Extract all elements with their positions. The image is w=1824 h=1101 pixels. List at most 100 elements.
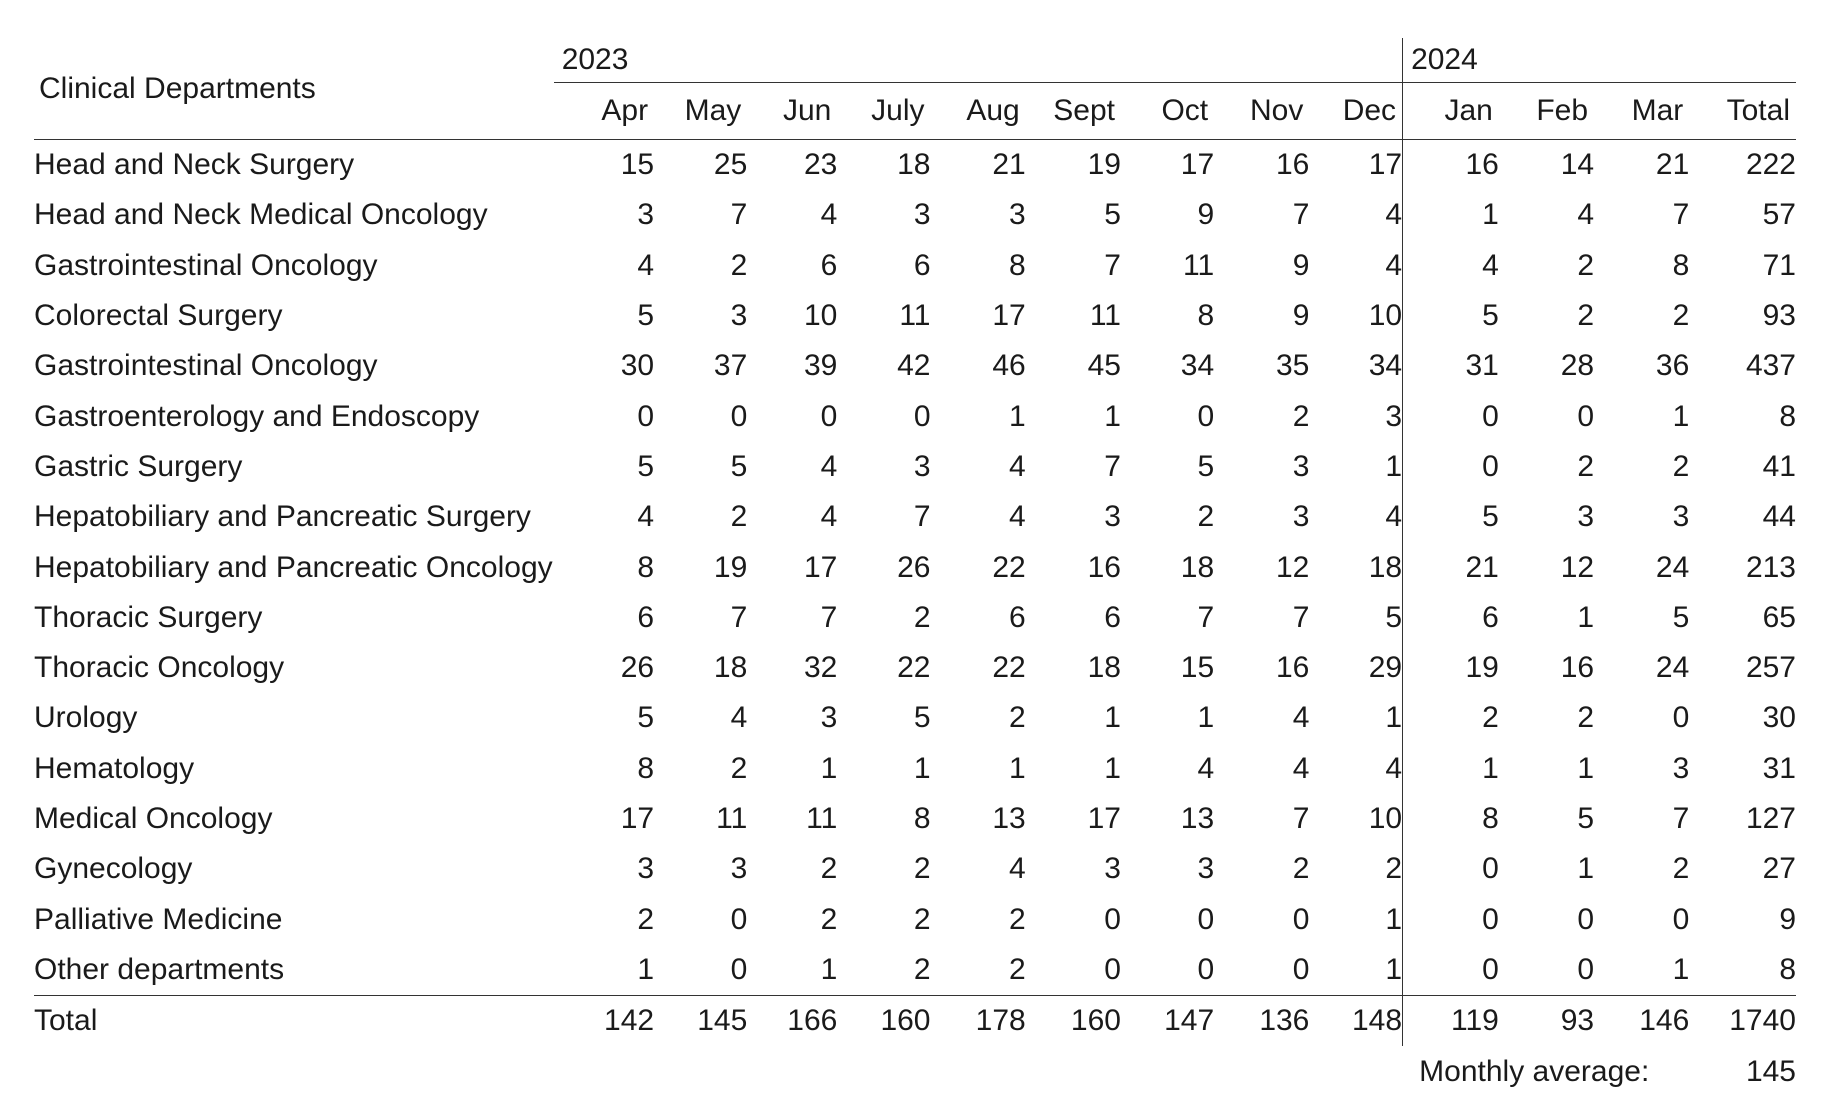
monthly-total-cell: 145	[654, 995, 748, 1047]
monthly-count-cell: 2	[1009, 701, 1026, 735]
monthly-count-cell: 18	[897, 148, 931, 182]
monthly-count-cell: 3	[1104, 500, 1121, 534]
monthly-count-cell: 2	[1577, 449, 1595, 483]
table-row: Colorectal Surgery 5 3 10 11 17 11 8 9 10 5 2 2 93	[34, 290, 1796, 342]
monthly-count-cell: 17	[992, 299, 1026, 333]
month-header: Nov	[1214, 82, 1310, 140]
monthly-count-cell: 4	[1402, 240, 1499, 291]
monthly-count-cell: 5	[1402, 290, 1499, 342]
monthly-count-cell: 1	[913, 751, 931, 785]
monthly-count-cell: 34	[1180, 349, 1215, 383]
monthly-count-cell: 5	[637, 701, 655, 735]
monthly-average-label: Monthly average:	[1419, 1055, 1650, 1089]
monthly-count-cell: 0	[1402, 844, 1499, 895]
monthly-count-cell: 3	[913, 449, 931, 483]
monthly-count-cell: 4	[1197, 751, 1215, 785]
table-row: Urology 5 4 3 5 2 1 1 4 1 2 2 0 30	[34, 693, 1796, 744]
monthly-count-cell: 5	[637, 299, 655, 333]
monthly-count-cell: 18	[1087, 651, 1121, 685]
table-header: Clinical Departments 2023 2024 Apr May Jun…	[34, 38, 1796, 140]
month-header: Jan	[1402, 82, 1499, 140]
monthly-count-cell: 4	[820, 500, 838, 534]
department-name: Palliative Medicine	[34, 902, 283, 936]
monthly-count-cell: 4	[1385, 751, 1403, 785]
monthly-count-cell: 2	[913, 600, 931, 634]
monthly-count-cell: 2	[1672, 299, 1690, 333]
monthly-count-cell: 5	[730, 449, 748, 483]
monthly-count-cell: 2	[1292, 399, 1310, 433]
table-row: Gastrointestinal Oncology 4 2 6 6 8 7 11 9 4 4 2 8 71	[34, 240, 1796, 291]
row-total-cell: 44	[1762, 500, 1796, 534]
monthly-total-cell: 146	[1594, 995, 1690, 1047]
monthly-count-cell: 1	[1402, 190, 1499, 241]
row-total-cell: 8	[1779, 952, 1796, 986]
month-header: Oct	[1120, 82, 1215, 140]
monthly-count-cell: 16	[1402, 139, 1499, 191]
monthly-count-cell: 22	[897, 651, 931, 685]
monthly-total-cell: 160	[837, 995, 931, 1047]
monthly-count-cell: 35	[1276, 349, 1310, 383]
monthly-count-cell: 11	[1089, 299, 1121, 333]
monthly-count-cell: 2	[913, 902, 931, 936]
monthly-count-cell: 0	[1672, 701, 1690, 735]
monthly-count-cell: 19	[713, 550, 748, 584]
monthly-count-cell: 4	[730, 701, 748, 735]
monthly-count-cell: 0	[730, 952, 748, 986]
table-row: Other departments 1 0 1 2 2 0 0 0 1 0 0 1 8	[34, 944, 1796, 996]
monthly-count-cell: 2	[1672, 852, 1690, 886]
monthly-count-cell: 3	[1009, 198, 1026, 232]
month-header: Aug	[930, 82, 1026, 140]
row-total-cell: 31	[1762, 751, 1796, 785]
department-name: Thoracic Surgery	[34, 600, 263, 634]
table-container: Clinical Departments 2023 2024 Apr May Jun…	[34, 38, 1796, 1098]
monthly-count-cell: 15	[1180, 651, 1215, 685]
monthly-count-cell: 6	[1009, 600, 1026, 634]
monthly-count-cell: 9	[1292, 248, 1310, 282]
monthly-count-cell: 3	[637, 198, 655, 232]
monthly-count-cell: 8	[1197, 299, 1215, 333]
monthly-count-cell: 0	[1402, 894, 1499, 945]
row-total-cell: 93	[1762, 299, 1796, 333]
monthly-count-cell: 24	[1655, 550, 1690, 584]
table-row: Hematology 8 2 1 1 1 1 4 4 4 1 1 3 31	[34, 743, 1796, 794]
monthly-count-cell: 3	[730, 299, 748, 333]
monthly-count-cell: 6	[820, 248, 838, 282]
row-total-cell: 41	[1762, 449, 1796, 483]
monthly-count-cell: 2	[730, 500, 748, 534]
monthly-count-cell: 5	[637, 449, 655, 483]
monthly-count-cell: 15	[620, 148, 655, 182]
month-header: Mar	[1594, 82, 1690, 140]
monthly-count-cell: 1	[1104, 399, 1121, 433]
month-header-row: Apr May Jun July Aug Sept Oct Nov Dec Jan Feb Mar To…	[34, 82, 1796, 140]
monthly-count-cell: 8	[1672, 248, 1690, 282]
monthly-count-cell: 7	[1104, 449, 1121, 483]
monthly-count-cell: 36	[1655, 349, 1690, 383]
monthly-count-cell: 1	[1385, 701, 1403, 735]
monthly-count-cell: 8	[1009, 248, 1026, 282]
department-name: Gastrointestinal Oncology	[34, 349, 378, 383]
monthly-count-cell: 11	[806, 802, 838, 835]
monthly-count-cell: 12	[1560, 550, 1595, 584]
monthly-count-cell: 16	[1087, 550, 1121, 584]
department-monthly-table: Clinical Departments 2023 2024 Apr May Jun…	[34, 38, 1796, 1098]
table-row: Hepatobiliary and Pancreatic Oncology 8 19…	[34, 542, 1796, 593]
monthly-total-cell: 178	[930, 995, 1026, 1047]
monthly-count-cell: 17	[1087, 802, 1121, 835]
monthly-count-cell: 6	[913, 248, 931, 282]
monthly-count-cell: 3	[913, 198, 931, 232]
row-total-cell: 30	[1762, 701, 1796, 735]
year-2023-header: 2023	[553, 38, 1403, 83]
monthly-count-cell: 8	[913, 802, 931, 835]
monthly-count-cell: 10	[803, 299, 838, 333]
monthly-count-cell: 31	[1402, 341, 1499, 392]
table-row: Medical Oncology 17 11 11 8 13 17 13 7 10 8 5 7 127	[34, 793, 1796, 845]
row-total-cell: 9	[1779, 902, 1796, 936]
monthly-count-cell: 28	[1560, 349, 1595, 383]
monthly-count-cell: 2	[820, 902, 838, 936]
monthly-count-cell: 4	[1385, 248, 1403, 282]
monthly-count-cell: 30	[620, 349, 655, 383]
monthly-count-cell: 10	[1368, 299, 1403, 333]
table-row: Gastrointestinal Oncology 30 37 39 42 46 45 34 3…	[34, 341, 1796, 392]
monthly-count-cell: 21	[1402, 542, 1499, 593]
monthly-count-cell: 7	[730, 198, 748, 232]
